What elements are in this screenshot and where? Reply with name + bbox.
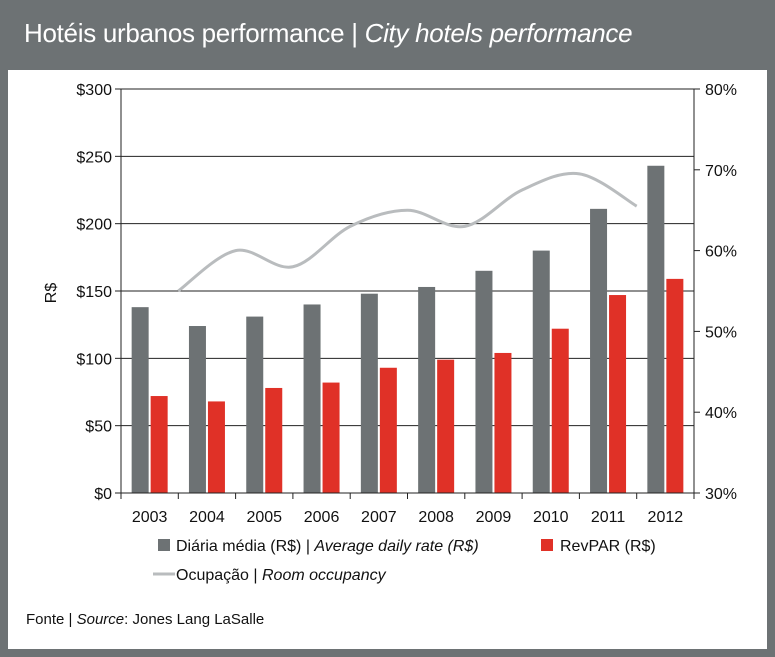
y-tick-label: $0: [94, 486, 112, 503]
x-tick-label: 2008: [418, 509, 454, 526]
y2-tick-label: 30%: [705, 486, 737, 503]
bar-adr: [647, 165, 665, 493]
x-tick-label: 2006: [304, 509, 340, 526]
bar-revpar: [322, 382, 340, 493]
y2-tick-label: 50%: [705, 324, 737, 341]
y-tick-label: $150: [76, 284, 112, 301]
bar-revpar: [437, 359, 455, 493]
bar-adr: [418, 286, 436, 493]
y-tick-label: $250: [76, 149, 112, 166]
x-tick-label: 2005: [246, 509, 282, 526]
y-axis-label: R$: [43, 283, 60, 304]
y2-tick-label: 60%: [705, 244, 737, 261]
y-tick-label: $300: [76, 82, 112, 99]
chart-title: Hotéis urbanos performance | City hotels…: [24, 18, 633, 48]
y-tick-label: $200: [76, 217, 112, 234]
legend-label-revpar: RevPAR (R$): [560, 538, 656, 555]
legend: Diária média (R$) | Average daily rate (…: [153, 538, 656, 584]
x-tick-label: 2011: [591, 509, 626, 526]
bar-revpar: [150, 396, 168, 493]
x-tick-labels: 2003 2004 2005 2006 2007 2008 2009 2010 2011 2012: [132, 509, 683, 526]
y-tick-label: $50: [85, 419, 112, 436]
occupancy-line: [177, 171, 638, 293]
bar-adr: [475, 270, 493, 493]
x-tick-label: 2003: [132, 509, 168, 526]
bar-adr: [188, 326, 206, 493]
x-tick-label: 2007: [361, 509, 397, 526]
y2-tick-label: 80%: [705, 82, 737, 99]
x-tick-label: 2010: [533, 509, 569, 526]
bar-revpar: [207, 401, 225, 493]
bar-revpar: [494, 352, 512, 493]
source-note: Fonte | Source: Jones Lang LaSalle: [26, 611, 265, 628]
bar-revpar: [666, 278, 684, 493]
occupancy-line-path: [177, 171, 638, 293]
bar-adr: [532, 250, 550, 493]
bar-adr: [360, 293, 378, 493]
x-tick-label: 2004: [189, 509, 225, 526]
bar-revpar: [379, 367, 397, 493]
x-tick-label: 2012: [648, 509, 684, 526]
gridlines: [121, 88, 694, 427]
bar-revpar: [609, 295, 627, 493]
y2-tick-label: 70%: [705, 163, 737, 180]
legend-label-occupancy: Ocupação | Room occupancy: [176, 567, 387, 584]
y-tick-label: $100: [76, 351, 112, 368]
legend-swatch-adr: [158, 539, 170, 551]
y-tick-labels: $0 $50 $100 $150 $200 $250 $300: [76, 82, 112, 503]
title-bar: Hotéis urbanos performance | City hotels…: [0, 0, 775, 70]
bar-adr: [246, 316, 264, 493]
bar-revpar: [265, 387, 283, 493]
y2-tick-labels: 30% 40% 50% 60% 70% 80%: [705, 82, 737, 503]
x-tick-label: 2009: [476, 509, 512, 526]
legend-label-adr: Diária média (R$) | Average daily rate (…: [176, 538, 479, 555]
legend-swatch-revpar: [541, 539, 553, 551]
y2-tick-label: 40%: [705, 405, 737, 422]
bar-revpar: [551, 328, 569, 493]
bar-adr: [590, 208, 608, 493]
axes: [115, 88, 700, 499]
bar-adr: [303, 304, 321, 493]
bar-adr: [131, 307, 149, 493]
bars: [131, 165, 684, 493]
